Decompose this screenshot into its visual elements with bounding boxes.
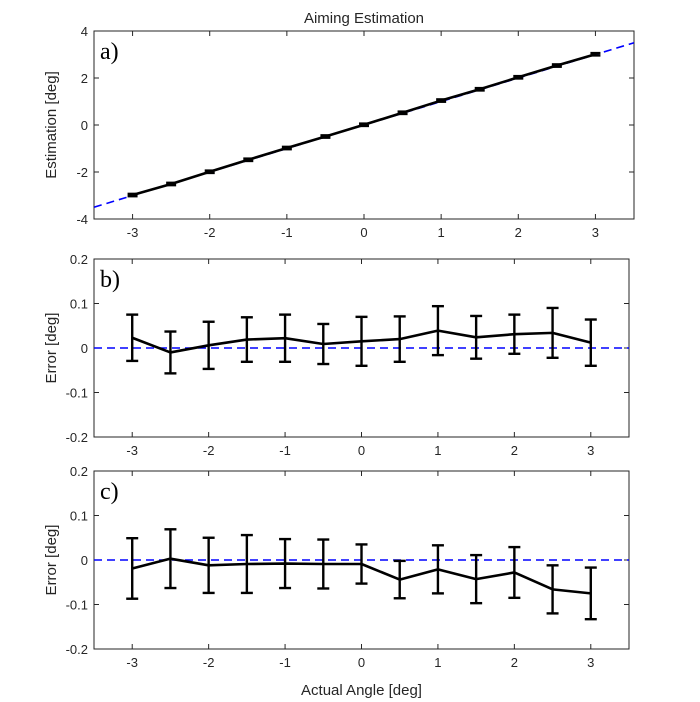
panel-c-ytick-label: -0.1 [66,598,88,613]
panel-c-errorbar [508,545,521,600]
panel-a-ytick-label: 0 [81,118,88,133]
panel-a-errorbar [359,122,369,128]
panel-c-errorbar [546,564,559,615]
panel-a-errorbar [397,110,408,116]
panel-b-ylabel: Error [deg] [43,313,60,384]
panel-b-errorbar [431,304,444,357]
panel-a-title: Aiming Estimation [304,10,424,27]
panel-a-xtick-label: -3 [127,225,139,240]
panel-b-errorbar [279,313,292,363]
panel-a-ylabel: Estimation [deg] [43,71,60,179]
panel-a: -3 -2 -1 0 1 2 3 -4 -2 0 2 4 Estimation [deg] Aiming … [43,10,635,240]
panel-b-errorbar [393,315,406,363]
panel-a-ytick-label: 2 [81,71,88,86]
panel-c-ytick-label: 0.1 [70,509,88,524]
panel-a-errorbar [243,157,254,163]
panel-c-ytick-label: -0.2 [66,642,88,657]
panel-b-plot-area [94,304,629,375]
panel-a-ytick-label: 4 [81,24,88,39]
panel-a-xtick-label: 2 [515,225,522,240]
panel-c-errorbar [202,536,215,595]
panel-c-xtick-label: 1 [434,655,441,670]
panel-a-errorbar [320,134,331,139]
panel-b: -3 -2 -1 0 1 2 3 -0.2 -0.1 0 0.1 0.2 Error [deg] b) [43,252,630,458]
panel-c-letter: c) [100,479,119,505]
panel-b-errorbar [355,315,368,367]
panel-b-ytick-label: -0.2 [66,430,88,445]
panel-b-xtick-label: 3 [587,443,594,458]
panel-c-errorbar [584,566,597,621]
panel-c-errorbar [393,559,406,600]
panel-c-errorbar [240,533,253,595]
panel-b-errorbar [126,313,139,363]
panel-a-xtick-label: 1 [438,225,445,240]
panel-b-xtick-label: 1 [434,443,441,458]
panel-b-errorbar [584,318,597,367]
panel-c-xtick-label: 0 [358,655,365,670]
panel-b-errorbar [164,330,177,375]
panel-c-ytick-label: 0 [81,553,88,568]
panel-b-ytick-label: 0.2 [70,252,88,267]
panel-c-xtick-label: -3 [126,655,138,670]
panel-c-xlabel: Actual Angle [deg] [301,682,422,699]
panel-a-errorbar [590,51,601,57]
panel-b-xtick-label: 0 [358,443,365,458]
panel-a-errorbar [474,86,485,92]
panel-a-errorbar [204,169,215,175]
panel-b-letter: b) [100,267,120,293]
panel-a-errorbar [166,181,177,187]
panel-a-ytick-label: -4 [76,212,88,227]
panel-a-errorbar [436,98,447,103]
panel-a-xtick-label: -1 [281,225,293,240]
panel-c-errorbar [164,528,177,590]
panel-c-ytick-label: 0.2 [70,464,88,479]
panel-a-errorbar [513,74,524,80]
panel-c-xtick-label: -2 [203,655,215,670]
panel-b-ytick-label: 0.1 [70,297,88,312]
panel-a-xtick-label: -2 [204,225,216,240]
panel-a-ytick-label: -2 [76,165,88,180]
panel-c-errorbar [126,536,139,600]
panel-c-errorbar [279,537,292,590]
panel-c-xtick-label: 3 [587,655,594,670]
panel-c-errorbar [317,538,330,590]
panel-c-errorbar [355,543,368,585]
panel-b-ytick-label: -0.1 [66,386,88,401]
panel-b-errorbar [202,320,215,371]
panel-b-errorbar [546,306,559,359]
panel-c-errorbar [431,544,444,595]
panel-b-errorbar [470,314,483,360]
panel-a-xtick-label: 3 [592,225,599,240]
panel-b-xtick-label: -3 [126,443,138,458]
panel-a-xtick-label: 0 [360,225,367,240]
panel-a-errorbar [281,145,292,151]
panel-b-errorbar [508,313,521,355]
panel-a-errorbar [127,192,138,198]
panel-c-plot-area [94,528,629,621]
panel-c-errorbar [470,553,483,605]
panel-b-errorbar [240,316,253,363]
panel-b-xtick-label: 2 [511,443,518,458]
panel-a-plot-area [94,41,634,209]
panel-c-ylabel: Error [deg] [43,525,60,596]
panel-b-errorbar [317,322,330,366]
panel-b-ytick-label: 0 [81,341,88,356]
panel-c-xtick-label: -1 [279,655,291,670]
panel-b-xtick-label: -2 [203,443,215,458]
panel-a-errorbar [551,63,562,68]
panel-c: -3 -2 -1 0 1 2 3 -0.2 -0.1 0 0.1 0.2 Error [deg] Actu… [43,464,630,699]
panel-b-xtick-label: -1 [279,443,291,458]
panel-c-xtick-label: 2 [511,655,518,670]
panel-a-letter: a) [100,39,119,65]
